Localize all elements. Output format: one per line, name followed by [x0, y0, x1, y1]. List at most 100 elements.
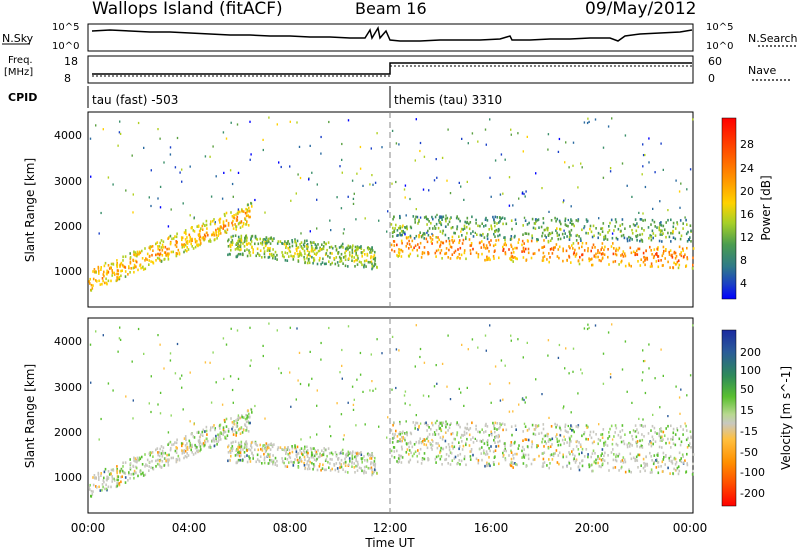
- power-cell: [222, 227, 224, 230]
- power-cell: [170, 241, 172, 245]
- power-cell: [230, 235, 233, 239]
- velocity-cell: [514, 440, 516, 444]
- power-cell: [441, 156, 444, 159]
- velocity-cell: [679, 412, 681, 415]
- velocity-cell: [296, 452, 299, 456]
- power-cell: [136, 254, 138, 258]
- power-cell: [158, 245, 161, 248]
- velocity-cell: [657, 452, 659, 455]
- velocity-cell: [601, 448, 604, 451]
- velocity-cell: [448, 454, 450, 458]
- power-cell: [415, 234, 418, 238]
- velocity-cell: [418, 441, 420, 445]
- power-cell: [175, 235, 178, 239]
- power-cell: [241, 253, 244, 256]
- velocity-cell: [498, 427, 500, 430]
- velocity-cell: [542, 427, 545, 431]
- velocity-cell: [166, 453, 168, 457]
- power-cell: [617, 248, 619, 252]
- power-cell: [96, 280, 98, 283]
- power-cell: [193, 217, 195, 220]
- power-colorbar: [721, 117, 737, 300]
- velocity-cell: [234, 429, 236, 432]
- power-cell: [165, 253, 167, 256]
- velocity-cell: [250, 442, 252, 446]
- power-cell: [458, 239, 461, 242]
- velocity-cell: [118, 337, 121, 340]
- velocity-cell: [512, 457, 515, 460]
- power-cell: [448, 220, 451, 224]
- power-cell: [267, 237, 270, 241]
- velocity-cell: [620, 440, 623, 444]
- power-cell: [254, 235, 257, 239]
- velocity-cell: [457, 461, 459, 465]
- velocity-cell: [436, 446, 439, 450]
- power-cell: [648, 137, 650, 140]
- power-cell: [575, 239, 578, 242]
- power-cell: [642, 143, 644, 146]
- power-cell: [635, 229, 638, 233]
- velocity-cell: [515, 428, 517, 431]
- power-cell: [472, 230, 474, 233]
- velocity-cell: [609, 373, 612, 376]
- power-cell: [157, 197, 159, 200]
- power-cell: [402, 224, 404, 228]
- power-cell: [303, 255, 305, 259]
- velocity-cell: [671, 462, 674, 465]
- power-cell: [185, 241, 188, 244]
- velocity-cell: [485, 349, 487, 352]
- velocity-cell: [251, 451, 253, 455]
- power-cell: [392, 240, 395, 243]
- velocity-cell: [590, 436, 593, 440]
- power-cell: [402, 229, 404, 233]
- velocity-cell: [401, 456, 404, 459]
- velocity-cell: [246, 449, 248, 452]
- power-cell: [684, 253, 686, 256]
- velocity-cell: [103, 487, 106, 491]
- power-cell: [256, 238, 259, 241]
- power-cell: [445, 239, 448, 243]
- power-cell: [264, 244, 267, 248]
- power-cell: [428, 227, 431, 230]
- power-cbar-tick-28: 28: [740, 138, 754, 151]
- power-cell: [518, 197, 520, 200]
- velocity-cell: [373, 470, 375, 474]
- power-cell: [231, 241, 234, 244]
- power-cell: [309, 144, 311, 147]
- velocity-cell: [415, 324, 417, 327]
- velocity-cell: [117, 350, 119, 353]
- velocity-cell: [116, 482, 118, 485]
- velocity-cell: [677, 472, 680, 476]
- velocity-cell: [413, 452, 415, 456]
- power-cell: [246, 254, 249, 258]
- velocity-cell: [122, 465, 124, 468]
- power-cell: [322, 247, 324, 250]
- velocity-cell: [428, 433, 431, 436]
- power-cell: [95, 279, 97, 282]
- power-cell: [644, 256, 647, 260]
- velocity-cell: [100, 472, 102, 475]
- velocity-cell: [444, 431, 447, 434]
- velocity-cell: [231, 449, 233, 453]
- velocity-cell: [631, 444, 633, 447]
- power-cell: [190, 226, 193, 230]
- power-cell: [219, 221, 221, 224]
- velocity-cell: [642, 425, 644, 428]
- nsky-tick-top: 10^5: [52, 22, 79, 33]
- power-cell: [414, 221, 416, 224]
- velocity-cell: [664, 455, 667, 458]
- power-cell: [287, 240, 289, 243]
- power-cell: [414, 218, 416, 221]
- velocity-cell: [240, 442, 243, 446]
- power-cell: [215, 228, 217, 232]
- power-cell: [242, 222, 245, 226]
- velocity-cell: [642, 457, 645, 461]
- velocity-cell: [366, 452, 369, 456]
- velocity-cell: [526, 341, 528, 344]
- velocity-ylabel: Slant Range [km]: [23, 364, 37, 468]
- velocity-cell: [428, 426, 430, 429]
- velocity-cell: [575, 425, 578, 428]
- velocity-cell: [235, 425, 238, 428]
- velocity-cell: [187, 454, 190, 457]
- velocity-cell: [595, 458, 597, 462]
